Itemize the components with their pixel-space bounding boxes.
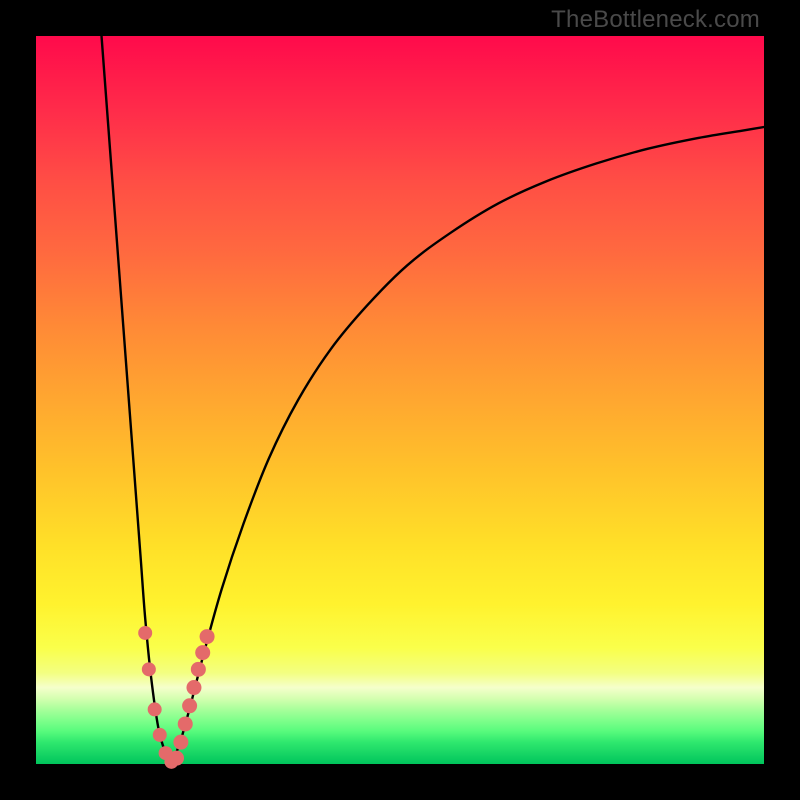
marker-left-1 (142, 662, 156, 676)
left-curve (102, 36, 172, 764)
marker-right-0 (169, 751, 184, 766)
curves-layer (36, 36, 764, 764)
marker-left-2 (148, 702, 162, 716)
marker-right-1 (173, 735, 188, 750)
plot-area (36, 36, 764, 764)
marker-left-0 (138, 626, 152, 640)
marker-right-7 (200, 629, 215, 644)
marker-right-4 (186, 680, 201, 695)
marker-right-6 (195, 645, 210, 660)
right-curve (171, 127, 764, 764)
watermark-text: TheBottleneck.com (551, 6, 760, 34)
marker-right-5 (191, 662, 206, 677)
chart-stage: TheBottleneck.com (0, 0, 800, 800)
marker-right-2 (178, 716, 193, 731)
marker-right-3 (182, 698, 197, 713)
marker-left-3 (153, 728, 167, 742)
